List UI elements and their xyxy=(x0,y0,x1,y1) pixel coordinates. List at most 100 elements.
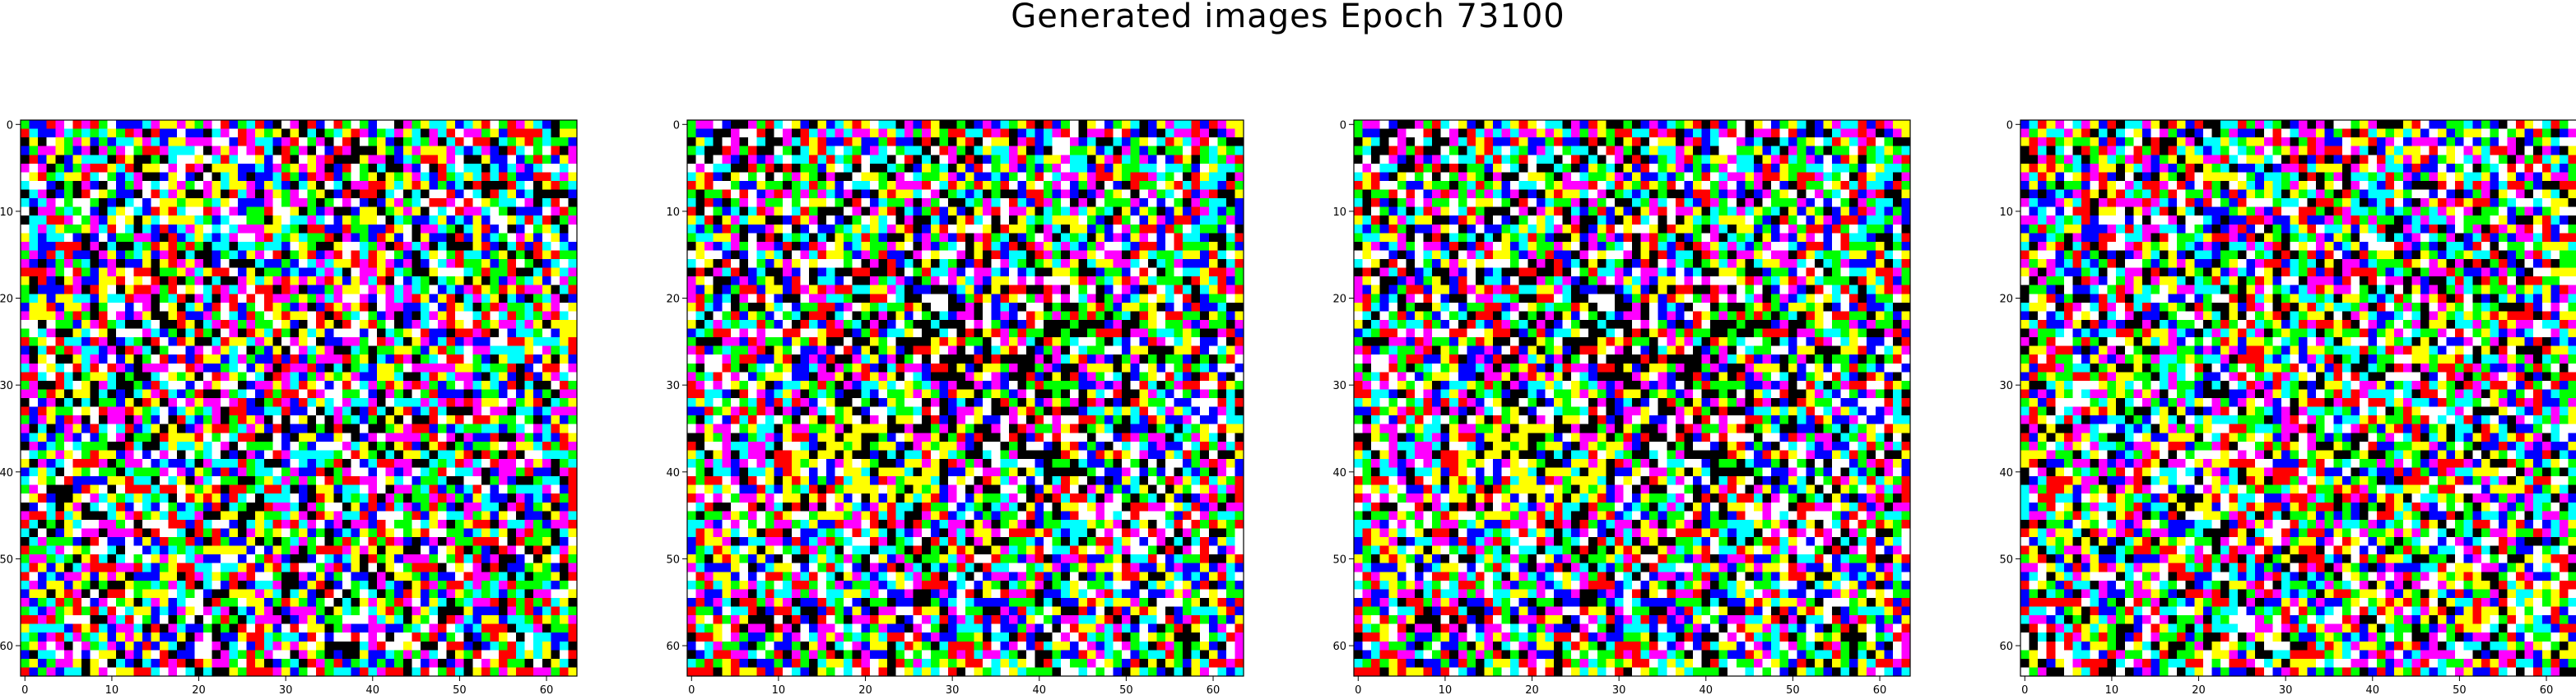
pixel-cell xyxy=(290,190,299,199)
pixel-cell xyxy=(203,329,212,338)
pixel-cell xyxy=(169,659,178,668)
pixel-cell xyxy=(325,268,334,277)
pixel-cell xyxy=(525,242,534,251)
pixel-cell xyxy=(800,215,809,225)
pixel-cell xyxy=(525,259,534,268)
pixel-cell xyxy=(1078,137,1087,146)
pixel-cell xyxy=(447,659,456,668)
pixel-cell xyxy=(91,172,100,181)
pixel-cell xyxy=(333,624,342,633)
pixel-cell xyxy=(264,120,273,129)
pixel-cell xyxy=(316,407,325,416)
pixel-cell xyxy=(212,407,221,416)
pixel-cell xyxy=(1035,190,1044,199)
pixel-cell xyxy=(177,137,186,146)
pixel-cell xyxy=(1087,181,1096,190)
pixel-cell xyxy=(568,207,577,216)
pixel-cell xyxy=(72,554,81,563)
pixel-cell xyxy=(108,493,117,503)
pixel-cell xyxy=(264,320,273,329)
pixel-cell xyxy=(72,442,81,451)
pixel-cell xyxy=(560,589,569,598)
pixel-cell xyxy=(255,424,264,433)
pixel-cell xyxy=(38,155,47,164)
pixel-cell xyxy=(360,415,369,424)
pixel-cell xyxy=(377,242,386,251)
pixel-cell xyxy=(438,581,447,590)
pixel-cell xyxy=(499,259,508,268)
pixel-cell xyxy=(55,354,64,364)
pixel-cell xyxy=(551,615,560,624)
pixel-cell xyxy=(38,146,47,155)
pixel-cell xyxy=(826,181,835,190)
pixel-cell xyxy=(568,198,577,207)
pixel-cell xyxy=(1209,198,1218,207)
pixel-cell xyxy=(360,285,369,294)
pixel-cell xyxy=(342,632,351,642)
pixel-cell xyxy=(403,572,412,581)
pixel-cell xyxy=(281,364,291,373)
pixel-cell xyxy=(1156,155,1165,164)
pixel-cell xyxy=(714,190,723,199)
pixel-cell xyxy=(551,624,560,633)
pixel-cell xyxy=(1095,129,1104,138)
pixel-cell xyxy=(55,459,64,468)
pixel-cell xyxy=(861,137,870,146)
pixel-cell xyxy=(800,129,809,138)
pixel-cell xyxy=(272,476,281,485)
pixel-cell xyxy=(38,493,47,503)
pixel-cell xyxy=(533,476,542,485)
pixel-cell xyxy=(194,624,203,633)
pixel-cell xyxy=(826,233,835,242)
pixel-cell xyxy=(194,120,203,129)
pixel-cell xyxy=(333,407,342,416)
pixel-cell xyxy=(308,146,317,155)
pixel-cell xyxy=(177,642,186,651)
pixel-cell xyxy=(212,129,221,138)
pixel-cell xyxy=(1053,198,1062,207)
pixel-cell xyxy=(194,407,203,416)
pixel-cell xyxy=(403,485,412,494)
pixel-cell xyxy=(455,259,464,268)
pixel-cell xyxy=(533,207,542,216)
pixel-cell xyxy=(221,581,230,590)
pixel-cell xyxy=(81,642,91,651)
pixel-cell xyxy=(108,407,117,416)
pixel-cell xyxy=(238,546,247,555)
pixel-cell xyxy=(412,407,421,416)
pixel-cell xyxy=(464,242,473,251)
pixel-cell xyxy=(91,155,100,164)
pixel-cell xyxy=(169,285,178,294)
pixel-cell xyxy=(281,285,291,294)
pixel-cell xyxy=(939,215,948,225)
pixel-cell xyxy=(91,311,100,320)
pixel-cell xyxy=(272,250,281,259)
pixel-cell xyxy=(38,589,47,598)
pixel-cell xyxy=(325,407,334,416)
pixel-cell xyxy=(1192,225,1201,234)
pixel-cell xyxy=(447,311,456,320)
pixel-cell xyxy=(203,250,212,259)
pixel-cell xyxy=(792,137,801,146)
pixel-cell xyxy=(194,294,203,303)
pixel-cell xyxy=(1087,172,1096,181)
pixel-cell xyxy=(169,233,178,242)
pixel-cell xyxy=(325,198,334,207)
pixel-cell xyxy=(290,528,299,537)
pixel-cell xyxy=(333,215,342,225)
pixel-cell xyxy=(499,598,508,607)
pixel-cell xyxy=(1000,190,1009,199)
pixel-cell xyxy=(47,120,56,129)
pixel-cell xyxy=(125,503,134,512)
pixel-cell xyxy=(1017,129,1026,138)
pixel-cell xyxy=(560,372,569,381)
pixel-cell xyxy=(281,294,291,303)
pixel-cell xyxy=(516,476,525,485)
pixel-cell xyxy=(281,485,291,494)
pixel-cell xyxy=(230,468,239,477)
pixel-cell xyxy=(499,181,508,190)
pixel-cell xyxy=(247,198,256,207)
pixel-cell xyxy=(542,433,551,442)
pixel-cell xyxy=(386,598,395,607)
pixel-cell xyxy=(1026,172,1035,181)
